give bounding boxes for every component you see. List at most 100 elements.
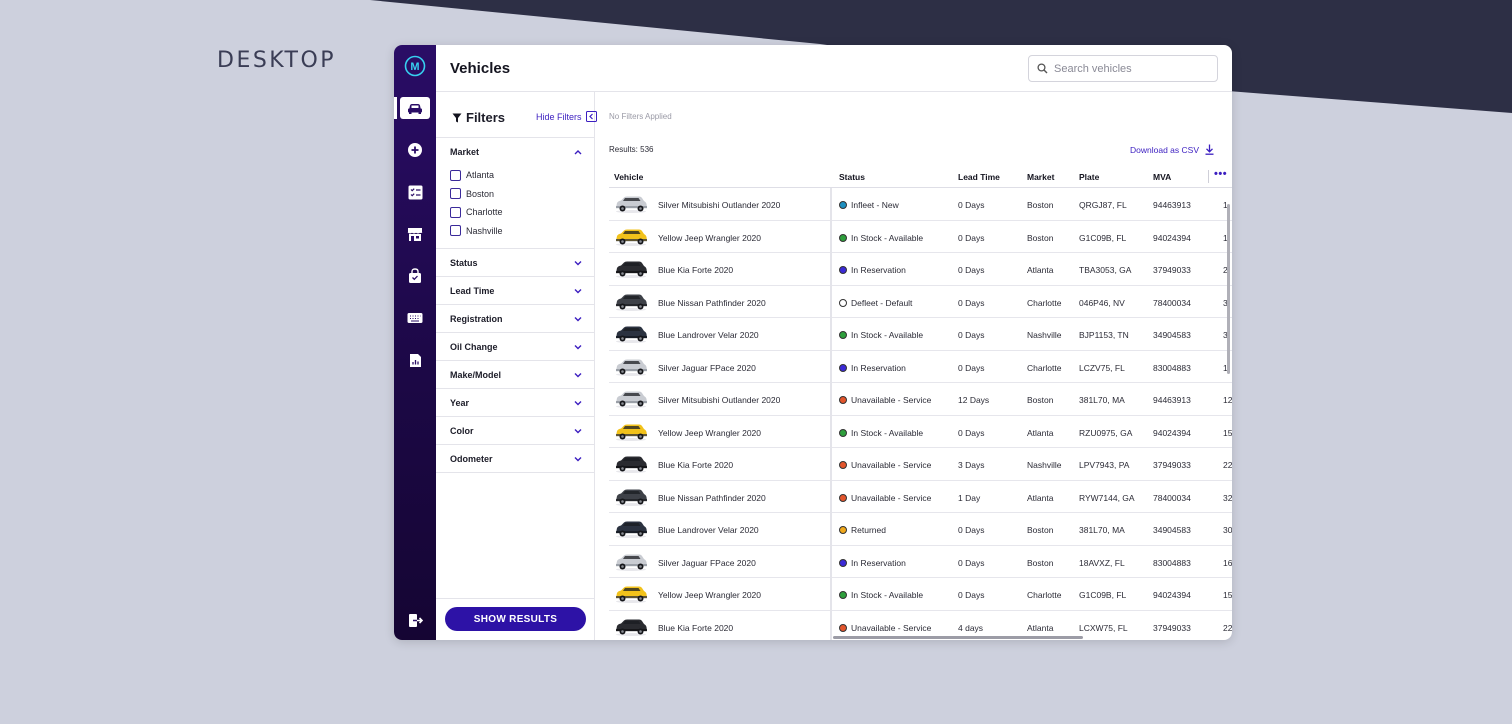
vehicle-name[interactable]: Blue Nissan Pathfinder 2020: [658, 492, 766, 503]
market-cell: Charlotte: [1027, 590, 1062, 600]
column-plate[interactable]: Plate: [1079, 172, 1100, 182]
status-label: In Stock - Available: [851, 232, 924, 243]
keyboard-icon[interactable]: [403, 306, 427, 330]
checkbox[interactable]: [450, 188, 461, 200]
vehicle-name[interactable]: Blue Kia Forte 2020: [658, 265, 734, 275]
market-option-nashville[interactable]: Nashville: [450, 222, 594, 241]
table-row[interactable]: Silver Jaguar FPace 2020 In Reservation 0 …: [609, 546, 1232, 578]
vehicle-name[interactable]: Blue Kia Forte 2020: [658, 622, 734, 633]
lead-time-cell: 0 Days: [958, 232, 985, 243]
status-label: Unavailable - Service: [851, 460, 932, 470]
market-cell: Nashville: [1027, 330, 1062, 340]
horizontal-scrollbar[interactable]: [833, 636, 1083, 639]
column-mva[interactable]: MVA: [1153, 172, 1172, 182]
search-box[interactable]: [1028, 55, 1218, 82]
plate-cell: RYW7144, GA: [1079, 492, 1135, 503]
more-columns-icon[interactable]: •••: [1214, 168, 1228, 180]
market-cell: Boston: [1027, 232, 1054, 243]
vehicle-name[interactable]: Silver Jaguar FPace 2020: [658, 362, 756, 373]
plate-cell: 18AVXZ, FL: [1079, 557, 1125, 568]
vehicle-thumbnail: [616, 229, 647, 246]
download-csv-button[interactable]: Download as CSV: [1130, 144, 1214, 155]
vehicle-name[interactable]: Silver Mitsubishi Outlander 2020: [658, 200, 781, 210]
overflow-cell: 30: [1223, 525, 1232, 535]
vertical-scrollbar[interactable]: [1227, 204, 1230, 374]
market-option-boston[interactable]: Boston: [450, 185, 594, 204]
table-row[interactable]: Silver Mitsubishi Outlander 2020 Infleet …: [609, 188, 1232, 221]
status-label: In Stock - Available: [851, 330, 924, 340]
filter-section-header[interactable]: Make/Model: [436, 361, 594, 388]
market-cell: Boston: [1027, 200, 1054, 210]
checklist-icon[interactable]: [403, 180, 427, 204]
vehicle-name[interactable]: Blue Landrover Velar 2020: [658, 330, 759, 340]
filter-section-market: Market Atlanta Boston Charlotte Nashvill…: [436, 138, 594, 249]
table-row[interactable]: Silver Jaguar FPace 2020 In Reservation 0 …: [609, 351, 1232, 383]
show-results-button[interactable]: SHOW RESULTS: [445, 607, 586, 631]
column-vehicle[interactable]: Vehicle: [614, 172, 644, 182]
vehicle-name[interactable]: Yellow Jeep Wrangler 2020: [658, 232, 762, 243]
table-row[interactable]: Blue Nissan Pathfinder 2020 Unavailable -…: [609, 481, 1232, 513]
mva-cell: 37949033: [1153, 460, 1191, 470]
filter-section-header[interactable]: Year: [436, 389, 594, 416]
filter-section-header[interactable]: Odometer: [436, 445, 594, 472]
vehicle-thumbnail: [616, 456, 647, 473]
table-row[interactable]: Silver Mitsubishi Outlander 2020 Unavaila…: [609, 383, 1232, 416]
checkbox[interactable]: [450, 225, 461, 237]
column-status[interactable]: Status: [839, 172, 865, 182]
plus-circle-icon[interactable]: [403, 138, 427, 162]
chevron-down-icon: [574, 372, 582, 377]
mva-cell: 78400034: [1153, 297, 1191, 308]
store-icon[interactable]: [403, 222, 427, 246]
vehicle-name[interactable]: Blue Nissan Pathfinder 2020: [658, 297, 766, 308]
vehicle-name[interactable]: Blue Landrover Velar 2020: [658, 525, 759, 535]
status-cell: Defleet - Default: [839, 298, 912, 308]
status-cell: In Stock - Available: [839, 428, 923, 438]
shopping-bag-icon[interactable]: [403, 264, 427, 288]
filter-section-header[interactable]: Status: [436, 249, 594, 276]
market-cell: Boston: [1027, 525, 1054, 535]
filter-section-oil-change: Oil Change: [436, 333, 594, 361]
filter-market-header[interactable]: Market: [436, 138, 594, 165]
table-row[interactable]: Blue Kia Forte 2020 Unavailable - Service…: [609, 611, 1232, 641]
logo-icon[interactable]: M: [403, 54, 427, 78]
vehicle-name[interactable]: Silver Jaguar FPace 2020: [658, 557, 756, 568]
vehicle-name[interactable]: Silver Mitsubishi Outlander 2020: [658, 395, 781, 405]
filter-section-header[interactable]: Lead Time: [436, 277, 594, 304]
table-row[interactable]: Yellow Jeep Wrangler 2020 In Stock - Avai…: [609, 221, 1232, 253]
table-row[interactable]: Yellow Jeep Wrangler 2020 In Stock - Avai…: [609, 416, 1232, 448]
column-lead-time[interactable]: Lead Time: [958, 172, 1000, 182]
overflow-cell: 1: [1223, 362, 1228, 373]
logout-icon[interactable]: [403, 608, 427, 632]
column-market[interactable]: Market: [1027, 172, 1055, 182]
search-input[interactable]: [1054, 62, 1204, 75]
table-row[interactable]: Blue Kia Forte 2020 In Reservation 0 Days A…: [609, 253, 1232, 286]
vehicle-thumbnail: [616, 489, 647, 506]
filter-section-header[interactable]: Color: [436, 417, 594, 444]
vehicle-name[interactable]: Yellow Jeep Wrangler 2020: [658, 590, 762, 600]
checkbox[interactable]: [450, 206, 461, 218]
table-row[interactable]: Blue Landrover Velar 2020 In Stock - Avai…: [609, 318, 1232, 351]
table-row[interactable]: Blue Landrover Velar 2020 Returned 0 Days B…: [609, 513, 1232, 546]
lead-time-cell: 0 Days: [958, 362, 985, 373]
table-row[interactable]: Blue Nissan Pathfinder 2020 Defleet - Def…: [609, 286, 1232, 318]
report-icon[interactable]: [403, 348, 427, 372]
hide-filters-button[interactable]: Hide Filters: [536, 111, 597, 122]
main-content: No Filters Applied Results: 536 Download…: [595, 92, 1232, 640]
filters-title-label: Filters: [466, 110, 506, 125]
mva-cell: 37949033: [1153, 265, 1191, 275]
vehicle-name[interactable]: Yellow Jeep Wrangler 2020: [658, 427, 762, 438]
filter-section-header[interactable]: Registration: [436, 305, 594, 332]
market-option-charlotte[interactable]: Charlotte: [450, 203, 594, 222]
market-option-label: Nashville: [466, 225, 503, 236]
plate-cell: LPV7943, PA: [1079, 460, 1130, 470]
table-row[interactable]: Blue Kia Forte 2020 Unavailable - Service…: [609, 448, 1232, 481]
filter-section-header[interactable]: Oil Change: [436, 333, 594, 360]
logo-letter: M: [410, 61, 419, 73]
divider: [436, 598, 595, 599]
status-cell: Infleet - New: [839, 200, 899, 210]
market-option-atlanta[interactable]: Atlanta: [450, 166, 594, 185]
nav-vehicles[interactable]: [400, 97, 430, 119]
checkbox[interactable]: [450, 169, 461, 181]
table-row[interactable]: Yellow Jeep Wrangler 2020 In Stock - Avai…: [609, 578, 1232, 611]
vehicle-name[interactable]: Blue Kia Forte 2020: [658, 460, 734, 470]
